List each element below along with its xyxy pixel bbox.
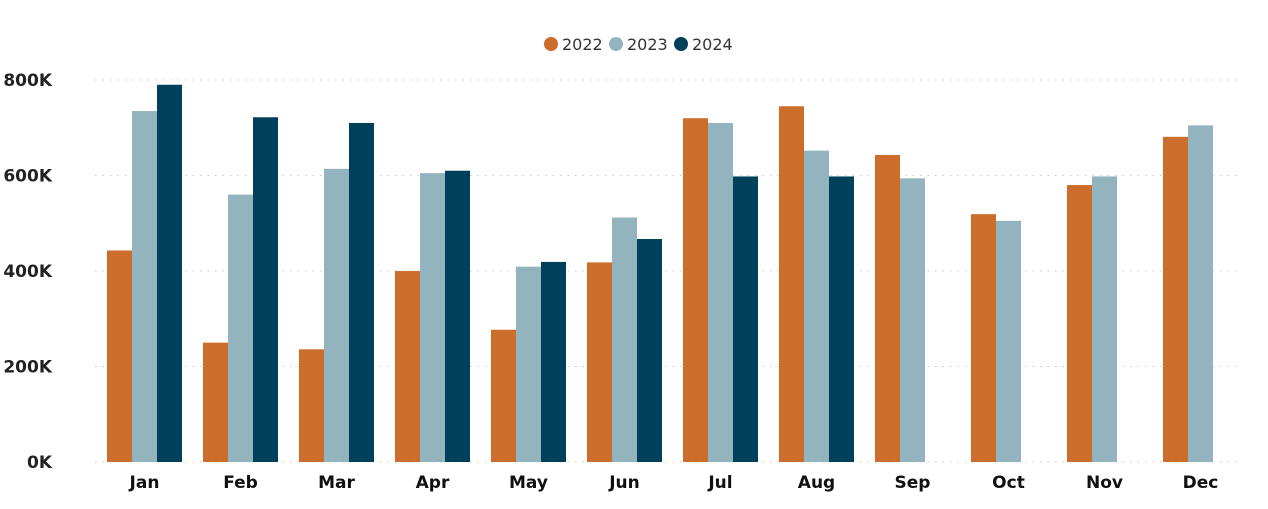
bars	[107, 84, 1213, 463]
x-tick-label: Apr	[416, 473, 450, 493]
bar-2022-sep	[875, 154, 900, 462]
legend-marker	[609, 37, 623, 51]
bar-2023-aug	[804, 150, 829, 463]
x-tick-label: Nov	[1086, 473, 1123, 493]
x-tick-label: Aug	[798, 473, 835, 493]
bar-2023-apr	[420, 173, 445, 463]
y-tick-label: 0K	[27, 453, 53, 473]
legend-label: 2022	[562, 35, 603, 54]
bar-2024-may	[541, 261, 566, 462]
bar-2024-apr	[445, 170, 470, 462]
bar-2023-jun	[612, 217, 637, 462]
y-tick-label: 600K	[3, 167, 52, 187]
bar-2023-jul	[708, 122, 733, 462]
bar-2024-jul	[733, 176, 758, 462]
bar-2022-apr	[395, 271, 420, 462]
bar-2022-aug	[779, 106, 804, 462]
x-axis: Jan Feb Mar Apr May Jun Jul Aug Sep Oct Nov Dec	[129, 473, 1219, 493]
x-tick-label: Oct	[992, 473, 1025, 493]
gridlines	[95, 79, 1238, 463]
x-tick-label: Jul	[707, 473, 732, 493]
legend-item-2023: 2023	[609, 35, 668, 54]
legend-marker	[544, 37, 558, 51]
y-tick-label: 400K	[3, 262, 52, 282]
legend: 2022 2023 2024	[544, 35, 733, 54]
legend-item-2024: 2024	[674, 35, 733, 54]
bar-2023-feb	[228, 194, 253, 462]
x-tick-label: Sep	[895, 473, 931, 493]
bar-2022-oct	[971, 214, 996, 462]
bar-2023-sep	[900, 178, 925, 463]
bar-2023-oct	[996, 220, 1021, 462]
bar-2022-jul	[683, 118, 708, 462]
x-tick-label: Feb	[223, 473, 258, 493]
bar-2024-mar	[349, 122, 374, 462]
bar-2023-mar	[324, 168, 349, 462]
bar-2023-nov	[1092, 176, 1117, 462]
y-axis: 0K 200K 400K 600K 800K	[3, 71, 52, 473]
bar-2022-jan	[107, 250, 132, 462]
bar-2024-aug	[829, 176, 854, 462]
bar-2023-may	[516, 266, 541, 462]
bar-2024-feb	[253, 117, 278, 463]
legend-label: 2024	[692, 35, 733, 54]
bar-2024-jun	[637, 239, 662, 462]
x-tick-label: Jun	[608, 473, 640, 493]
x-tick-label: May	[509, 473, 548, 493]
bar-2022-jun	[587, 262, 612, 462]
bar-2024-jan	[157, 84, 182, 463]
bar-2023-jan	[132, 111, 157, 462]
bar-2022-dec	[1163, 136, 1188, 462]
x-tick-label: Dec	[1183, 473, 1219, 493]
bar-2022-may	[491, 329, 516, 462]
legend-label: 2023	[627, 35, 668, 54]
y-tick-label: 200K	[3, 358, 52, 378]
legend-marker	[674, 37, 688, 51]
x-tick-label: Mar	[318, 473, 355, 493]
bar-2023-dec	[1188, 125, 1213, 463]
bar-2022-feb	[203, 342, 228, 462]
y-tick-label: 800K	[3, 71, 52, 91]
x-tick-label: Jan	[129, 473, 160, 493]
bar-2022-nov	[1067, 185, 1092, 463]
legend-item-2022: 2022	[544, 35, 603, 54]
bar-2022-mar	[299, 349, 324, 462]
